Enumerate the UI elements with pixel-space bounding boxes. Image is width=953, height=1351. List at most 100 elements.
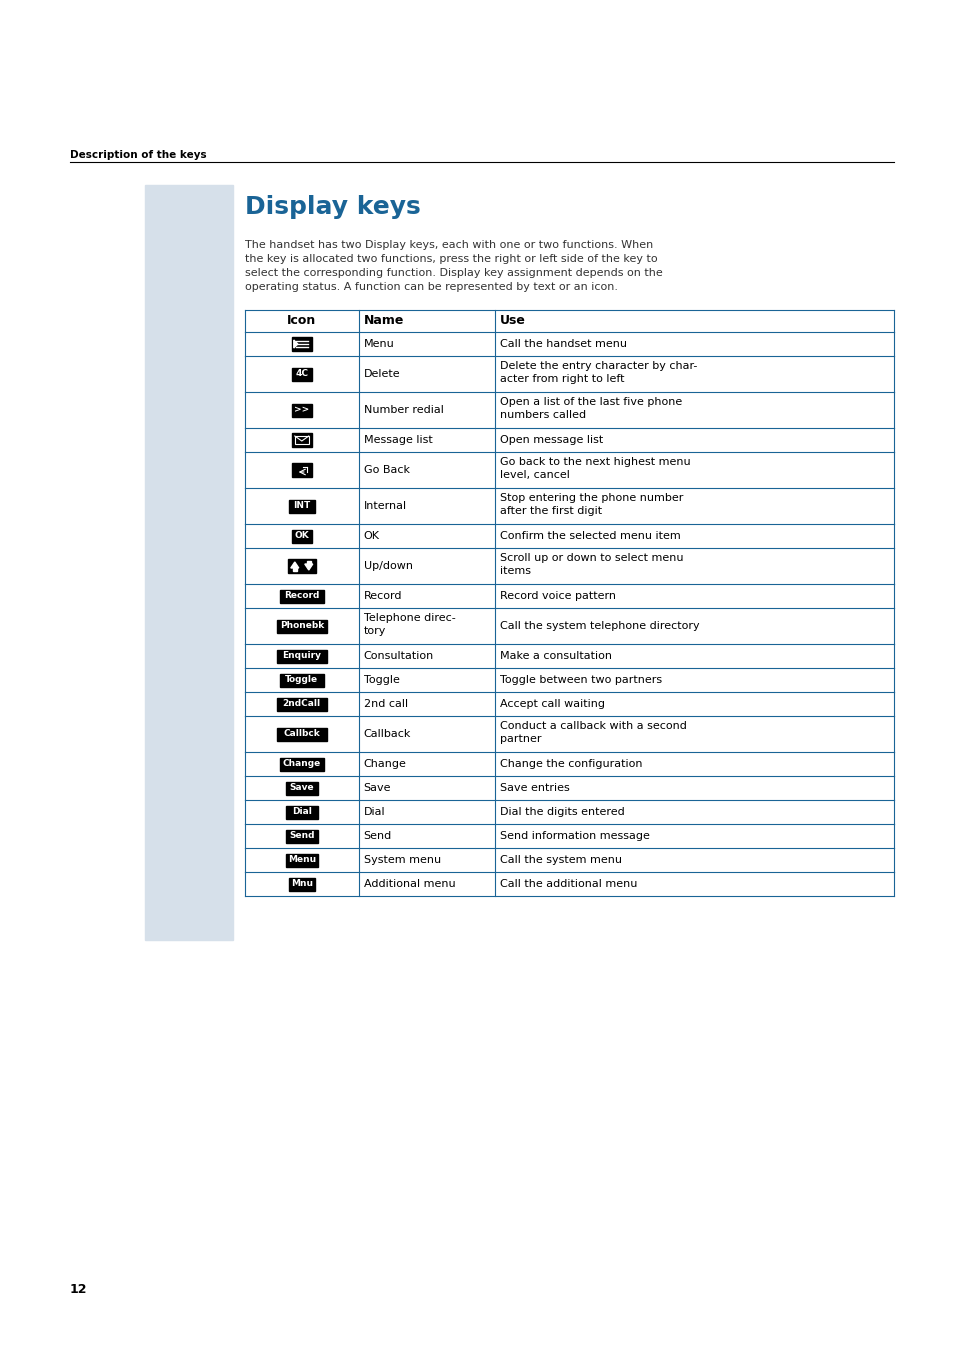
Bar	[292, 336, 312, 351]
Bar	[145, 185, 233, 940]
Text: Additional menu: Additional menu	[363, 880, 455, 889]
Text: Call the handset menu: Call the handset menu	[499, 339, 626, 349]
Text: Change the configuration: Change the configuration	[499, 759, 641, 769]
Text: OK: OK	[294, 531, 309, 540]
Text: Phonebk: Phonebk	[279, 621, 324, 631]
Text: Up/down: Up/down	[363, 561, 412, 571]
Bar	[276, 620, 327, 632]
Text: Record: Record	[284, 592, 319, 600]
Bar	[279, 589, 323, 603]
Text: Icon: Icon	[287, 315, 316, 327]
Bar	[289, 500, 314, 512]
Text: The handset has two Display keys, each with one or two functions. When
the key i: The handset has two Display keys, each w…	[245, 240, 662, 292]
Text: Mnu: Mnu	[291, 880, 313, 889]
Text: Scroll up or down to select menu
items: Scroll up or down to select menu items	[499, 553, 682, 576]
Text: Description of the keys: Description of the keys	[70, 150, 207, 159]
Bar	[245, 667, 893, 692]
Bar	[286, 781, 317, 794]
Bar	[292, 463, 312, 477]
Text: Use: Use	[499, 315, 525, 327]
Text: 2ndCall: 2ndCall	[282, 700, 320, 708]
Polygon shape	[304, 563, 313, 570]
Polygon shape	[294, 340, 297, 349]
Bar	[245, 644, 893, 667]
Text: OK: OK	[363, 531, 379, 540]
Text: Stop entering the phone number
after the first digit: Stop entering the phone number after the…	[499, 493, 682, 516]
Text: Conduct a callback with a second
partner: Conduct a callback with a second partner	[499, 721, 686, 744]
Polygon shape	[291, 562, 298, 567]
Text: Callback: Callback	[363, 730, 411, 739]
Bar	[276, 727, 327, 740]
Bar	[288, 559, 315, 573]
Bar	[245, 775, 893, 800]
Text: Confirm the selected menu item: Confirm the selected menu item	[499, 531, 679, 540]
Text: Record: Record	[363, 590, 401, 601]
Text: 12: 12	[70, 1283, 88, 1296]
Text: Go back to the next highest menu
level, cancel: Go back to the next highest menu level, …	[499, 457, 690, 480]
Text: Save: Save	[363, 784, 391, 793]
Bar	[245, 716, 893, 753]
Text: Accept call waiting: Accept call waiting	[499, 698, 604, 709]
Bar	[276, 650, 327, 662]
Text: Open message list: Open message list	[499, 435, 602, 444]
Bar	[245, 453, 893, 488]
Bar	[279, 674, 323, 686]
Bar	[245, 309, 893, 332]
Text: Dial: Dial	[363, 807, 385, 817]
Text: Number redial: Number redial	[363, 405, 443, 415]
Bar	[293, 567, 296, 571]
Text: Name: Name	[363, 315, 403, 327]
Text: Record voice pattern: Record voice pattern	[499, 590, 616, 601]
Text: Message list: Message list	[363, 435, 432, 444]
Text: Delete: Delete	[363, 369, 399, 380]
Bar	[245, 824, 893, 848]
Bar	[292, 404, 312, 416]
Bar	[292, 367, 312, 381]
Text: Send: Send	[363, 831, 392, 842]
Text: Call the system menu: Call the system menu	[499, 855, 621, 865]
Text: Toggle: Toggle	[363, 676, 399, 685]
Text: Dial the digits entered: Dial the digits entered	[499, 807, 624, 817]
Text: INT: INT	[293, 501, 310, 511]
Bar	[294, 436, 309, 444]
Text: Toggle between two partners: Toggle between two partners	[499, 676, 661, 685]
Text: 2nd call: 2nd call	[363, 698, 407, 709]
Bar	[245, 584, 893, 608]
Text: >>: >>	[294, 405, 309, 415]
Text: Callbck: Callbck	[283, 730, 320, 739]
Text: Save entries: Save entries	[499, 784, 569, 793]
Text: Menu: Menu	[363, 339, 394, 349]
Text: Send: Send	[289, 831, 314, 840]
Bar	[245, 488, 893, 524]
Text: Menu: Menu	[288, 855, 315, 865]
Bar	[279, 758, 323, 770]
Text: Dial: Dial	[292, 808, 312, 816]
Text: Enquiry: Enquiry	[282, 651, 321, 661]
Bar	[292, 434, 312, 447]
Bar	[245, 800, 893, 824]
Bar	[245, 871, 893, 896]
Text: Delete the entry character by char-
acter from right to left: Delete the entry character by char- acte…	[499, 361, 697, 384]
Text: Send information message: Send information message	[499, 831, 649, 842]
Bar	[245, 524, 893, 549]
Bar	[245, 357, 893, 392]
Text: Toggle: Toggle	[285, 676, 318, 685]
Text: System menu: System menu	[363, 855, 440, 865]
Text: Change: Change	[282, 759, 320, 769]
Bar	[286, 805, 317, 819]
Text: Internal: Internal	[363, 501, 406, 511]
Bar	[245, 608, 893, 644]
Text: Change: Change	[363, 759, 406, 769]
Bar	[307, 561, 311, 563]
Bar	[286, 854, 317, 866]
Text: Call the additional menu: Call the additional menu	[499, 880, 637, 889]
Bar	[245, 428, 893, 453]
Text: Call the system telephone directory: Call the system telephone directory	[499, 621, 699, 631]
Text: Display keys: Display keys	[245, 195, 420, 219]
Bar	[292, 530, 312, 543]
Bar	[245, 753, 893, 775]
Bar	[289, 878, 314, 890]
Text: 4C: 4C	[295, 370, 308, 378]
Text: Consultation: Consultation	[363, 651, 434, 661]
Text: Save: Save	[289, 784, 314, 793]
